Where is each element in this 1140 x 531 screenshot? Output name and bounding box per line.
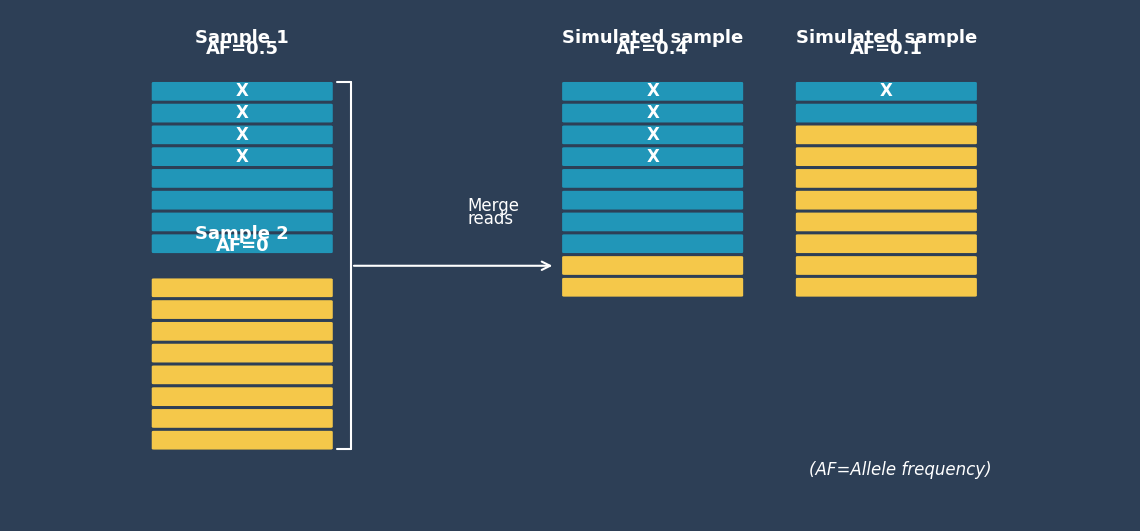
FancyBboxPatch shape: [561, 233, 744, 254]
FancyBboxPatch shape: [150, 408, 334, 429]
Text: AF=0.4: AF=0.4: [616, 40, 690, 58]
FancyBboxPatch shape: [561, 277, 744, 298]
FancyBboxPatch shape: [795, 168, 978, 189]
Text: X: X: [236, 148, 249, 166]
FancyBboxPatch shape: [795, 211, 978, 233]
FancyBboxPatch shape: [795, 277, 978, 298]
FancyBboxPatch shape: [150, 211, 334, 233]
Text: AF=0.5: AF=0.5: [205, 40, 279, 58]
Text: X: X: [236, 104, 249, 122]
FancyBboxPatch shape: [150, 277, 334, 298]
Text: Sample 2: Sample 2: [195, 225, 290, 243]
Text: reads: reads: [467, 210, 513, 228]
FancyBboxPatch shape: [150, 233, 334, 254]
FancyBboxPatch shape: [150, 146, 334, 167]
FancyBboxPatch shape: [561, 124, 744, 145]
FancyBboxPatch shape: [150, 342, 334, 364]
FancyBboxPatch shape: [150, 81, 334, 102]
FancyBboxPatch shape: [795, 124, 978, 145]
FancyBboxPatch shape: [795, 102, 978, 124]
Text: AF=0: AF=0: [215, 237, 269, 255]
Text: (AF=Allele frequency): (AF=Allele frequency): [809, 461, 992, 479]
FancyBboxPatch shape: [795, 190, 978, 211]
Text: X: X: [646, 126, 659, 144]
FancyBboxPatch shape: [150, 124, 334, 145]
Text: Simulated sample: Simulated sample: [796, 29, 977, 47]
FancyBboxPatch shape: [561, 81, 744, 102]
FancyBboxPatch shape: [795, 146, 978, 167]
FancyBboxPatch shape: [150, 386, 334, 407]
FancyBboxPatch shape: [561, 211, 744, 233]
FancyBboxPatch shape: [561, 190, 744, 211]
FancyBboxPatch shape: [150, 364, 334, 386]
Text: X: X: [646, 82, 659, 100]
FancyBboxPatch shape: [150, 430, 334, 451]
Text: Merge: Merge: [467, 197, 520, 215]
FancyBboxPatch shape: [795, 233, 978, 254]
FancyBboxPatch shape: [561, 255, 744, 276]
FancyBboxPatch shape: [150, 102, 334, 124]
Text: X: X: [236, 82, 249, 100]
Text: Simulated sample: Simulated sample: [562, 29, 743, 47]
Text: Sample 1: Sample 1: [195, 29, 290, 47]
FancyBboxPatch shape: [150, 321, 334, 342]
FancyBboxPatch shape: [561, 102, 744, 124]
Text: X: X: [880, 82, 893, 100]
FancyBboxPatch shape: [150, 168, 334, 189]
Text: X: X: [646, 148, 659, 166]
FancyBboxPatch shape: [150, 190, 334, 211]
Text: X: X: [646, 104, 659, 122]
FancyBboxPatch shape: [795, 81, 978, 102]
FancyBboxPatch shape: [561, 168, 744, 189]
Text: AF=0.1: AF=0.1: [849, 40, 923, 58]
Text: X: X: [236, 126, 249, 144]
FancyBboxPatch shape: [561, 146, 744, 167]
FancyBboxPatch shape: [795, 255, 978, 276]
FancyBboxPatch shape: [150, 299, 334, 320]
